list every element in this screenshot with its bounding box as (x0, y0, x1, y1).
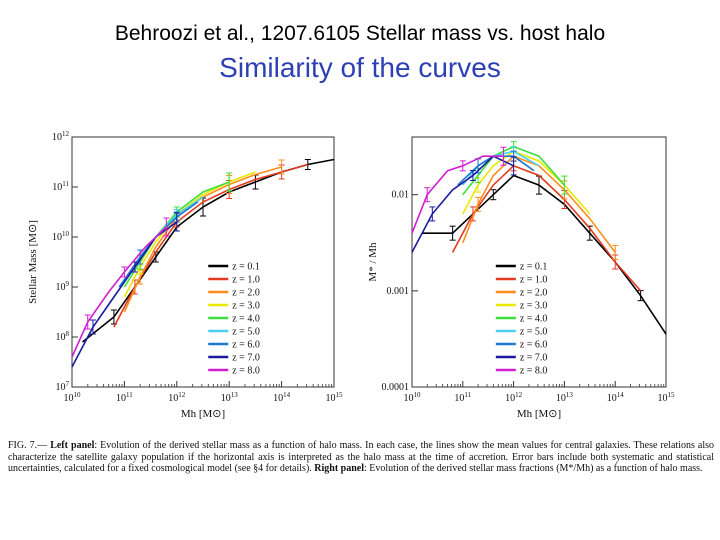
y-tick-label: 0.0001 (382, 382, 410, 393)
legend-label-0: z = 0.1 (520, 262, 548, 273)
legend-label-1: z = 1.0 (232, 275, 260, 286)
y-tick-label: 1012 (52, 130, 70, 143)
y-tick-label: 1010 (52, 230, 70, 243)
y-tick-label: 0.01 (392, 190, 410, 201)
y-axis-label: Stellar Mass [M⊙] (27, 220, 39, 304)
figure-caption: FIG. 7.— Left panel : Evolution of the de… (8, 440, 714, 475)
caption-fig-label: FIG. 7.— (8, 440, 48, 451)
series-line-8 (411, 155, 504, 234)
x-axis-label: Mh [M⊙] (517, 408, 561, 420)
legend-label-3: z = 3.0 (520, 301, 548, 312)
y-tick-label: 1011 (52, 180, 69, 193)
legend-label-8: z = 8.0 (232, 366, 260, 377)
legend-label-6: z = 6.0 (520, 340, 548, 351)
legend-label-0: z = 0.1 (232, 262, 260, 273)
caption-right-label: Right panel (314, 463, 365, 474)
x-tick-label: 1012 (168, 391, 186, 404)
x-tick-label: 1015 (658, 391, 676, 404)
legend-label-4: z = 4.0 (520, 314, 548, 325)
series-line-7 (411, 155, 514, 253)
y-tick-label: 107 (56, 380, 70, 393)
legend-label-7: z = 7.0 (232, 353, 260, 364)
x-tick-label: 1011 (454, 391, 471, 404)
y-axis-label: M* / Mh (367, 242, 379, 282)
legend-label-5: z = 5.0 (520, 327, 548, 338)
plot-frame (71, 136, 335, 388)
left-panel-stellar-mass: 1010 1011 1012 1013 1014 1015 107 108 109 1010 101… (27, 130, 343, 420)
x-tick-label: 1011 (116, 391, 133, 404)
legend-label-1: z = 1.0 (520, 275, 548, 286)
y-tick-label: 108 (56, 330, 70, 343)
legend-label-6: z = 6.0 (232, 340, 260, 351)
series-line-8 (71, 226, 167, 358)
legend-label-2: z = 2.0 (520, 288, 548, 299)
caption-right-text: : Evolution of the derived stellar mass … (364, 463, 703, 474)
legend-label-7: z = 7.0 (520, 353, 548, 364)
x-tick-label: 1013 (556, 391, 574, 404)
legend-label-2: z = 2.0 (232, 288, 260, 299)
x-tick-label: 1012 (505, 391, 523, 404)
y-tick-label: 0.001 (387, 286, 410, 297)
x-tick-label: 1014 (273, 391, 291, 404)
x-tick-label: 1014 (607, 391, 625, 404)
legend-label-4: z = 4.0 (232, 314, 260, 325)
caption-left-text: : Evolution of the derived stellar mass … (8, 440, 715, 474)
series-line-2 (462, 155, 616, 253)
x-axis-label: Mh [M⊙] (181, 408, 225, 420)
figure-panels: 1010 1011 1012 1013 1014 1015 107 108 109 1010 101… (27, 130, 676, 420)
slide-title: Behroozi et al., 1207.6105 Stellar mass … (114, 22, 606, 45)
x-tick-label: 1010 (64, 391, 82, 404)
legend-label-3: z = 3.0 (232, 301, 260, 312)
caption-left-label: Left panel (50, 440, 95, 451)
legend-label-5: z = 5.0 (232, 327, 260, 338)
x-tick-label: 1013 (221, 391, 239, 404)
right-panel-stellar-fraction: 1010 1011 1012 1013 1014 10150.00010.0010.01M… (367, 136, 676, 420)
y-tick-label: 109 (56, 280, 70, 293)
legend-label-8: z = 8.0 (520, 366, 548, 377)
series-line-1 (451, 164, 642, 292)
x-tick-label: 1015 (326, 391, 344, 404)
slide-subtitle: Similarity of the curves (219, 52, 501, 83)
